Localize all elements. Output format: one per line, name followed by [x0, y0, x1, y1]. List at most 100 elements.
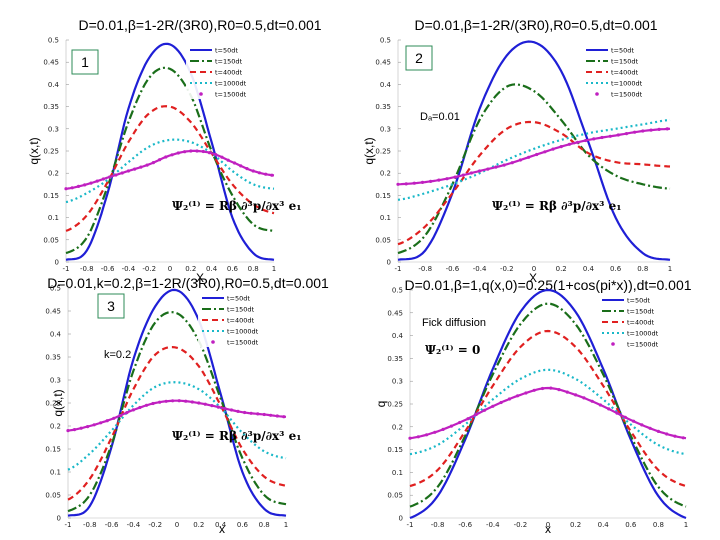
y-tick-label: 0.15: [43, 192, 59, 200]
y-tick-label: 0.45: [387, 309, 403, 317]
y-tick-label: 0.3: [380, 125, 391, 133]
x-tick-label: -0.4: [122, 265, 136, 273]
series-marker: [144, 403, 149, 407]
legend-label: t=1000dt: [215, 80, 247, 88]
series-line-t-1500dt: [67, 399, 287, 432]
series-marker: [232, 161, 237, 165]
y-tick-label: 0.4: [380, 81, 392, 89]
series-line-t-400dt: [397, 120, 671, 246]
series-marker: [641, 129, 645, 133]
panel-equation: Ψ₂⁽¹⁾ = 0: [425, 343, 480, 357]
x-tick-label: 0.2: [185, 265, 196, 273]
y-tick-label: 0.05: [375, 236, 391, 244]
y-tick-label: 0.5: [48, 37, 59, 45]
y-tick-label: 0.15: [387, 446, 403, 454]
x-tick-label: 0.4: [583, 265, 595, 273]
series-line-t-50dt: [65, 42, 275, 261]
y-tick-label: 0.15: [375, 192, 391, 200]
series-marker: [118, 413, 122, 418]
series-marker: [70, 186, 74, 190]
series-marker: [158, 158, 162, 162]
y-axis-label: q(x,t): [362, 137, 376, 164]
series-marker: [79, 426, 83, 430]
panel-badge-box: [71, 49, 99, 75]
series-marker: [229, 408, 234, 412]
series-marker: [482, 408, 487, 412]
series-line-t-1500dt: [397, 127, 671, 186]
series-marker: [412, 181, 416, 185]
y-tick-label: 0.05: [43, 236, 59, 244]
x-tick-label: 0.8: [653, 521, 664, 529]
y-axis-label: q: [374, 401, 388, 408]
series-line-t-400dt: [409, 329, 687, 488]
series-marker: [101, 177, 105, 181]
panel-badge-box: [97, 293, 125, 319]
series-marker: [445, 177, 449, 181]
series-marker: [499, 400, 503, 405]
y-tick-label: 0.1: [380, 214, 391, 222]
y-tick-label: 0.35: [45, 354, 61, 362]
series-marker: [112, 416, 116, 420]
series-marker: [640, 423, 644, 427]
series-marker: [189, 149, 193, 153]
y-tick-label: 0.4: [392, 332, 404, 340]
y-tick-label: 0.4: [50, 331, 62, 339]
series-marker: [665, 432, 669, 436]
series-marker: [466, 417, 470, 421]
chart-panel-4: D=0.01,β=1,q(x,0)=0.25(1+cos(pi*x)),dt=0…: [374, 277, 692, 536]
series-marker: [429, 179, 433, 183]
y-tick-label: 0: [399, 515, 403, 523]
series-marker: [251, 169, 255, 173]
series-marker: [207, 151, 212, 155]
x-tick-label: 0.2: [570, 521, 581, 529]
series-marker: [396, 182, 400, 186]
y-tick-label: 0.1: [392, 469, 403, 477]
x-tick-label: -0.4: [486, 521, 500, 529]
legend-label: t=400dt: [611, 69, 639, 77]
series-marker: [139, 165, 143, 169]
series-marker: [416, 435, 420, 439]
series-marker: [214, 153, 218, 157]
series-marker: [574, 393, 578, 397]
series-marker: [269, 413, 273, 417]
x-tick-label: 0.4: [206, 265, 218, 273]
x-tick-label: -0.2: [500, 265, 514, 273]
series-marker: [164, 399, 168, 403]
legend-label: t=400dt: [227, 317, 255, 325]
panel-equation: Ψ₂⁽¹⁾ = Rβ ∂³p/∂x³ e₁: [492, 199, 621, 213]
y-tick-label: 0.2: [392, 423, 403, 431]
y-tick-label: 0.35: [387, 355, 403, 363]
y-axis-label: q(x,t): [27, 137, 41, 164]
legend-label: t=1500dt: [627, 341, 659, 349]
series-marker: [507, 397, 511, 401]
legend-label: t=50dt: [227, 295, 250, 303]
series-marker: [133, 167, 137, 171]
y-tick-label: 0.5: [50, 285, 61, 293]
x-axis-label: X: [196, 271, 204, 285]
series-marker: [600, 135, 604, 140]
y-tick-label: 0.35: [375, 103, 391, 111]
series-marker: [590, 399, 594, 403]
series-marker: [83, 183, 87, 187]
x-tick-label: -0.4: [127, 521, 141, 529]
x-tick-label: 0.4: [215, 521, 227, 529]
series-marker: [433, 430, 437, 434]
series-marker: [584, 138, 588, 143]
series-marker: [441, 427, 445, 431]
series-marker: [158, 400, 162, 404]
series-marker: [607, 407, 611, 411]
series-marker: [108, 175, 112, 179]
x-axis-label: X: [529, 271, 537, 285]
series-marker: [256, 412, 260, 416]
series-marker: [86, 425, 90, 429]
series-marker: [524, 391, 528, 395]
series-marker: [494, 165, 498, 169]
chart-panel-1: D=0.01,β=1-2R/(3R0),R0=0.5,dt=0.001 0 0.05…: [27, 17, 322, 285]
x-tick-label: -1: [63, 265, 70, 273]
series-marker: [262, 412, 266, 417]
series-marker: [120, 171, 124, 175]
series-marker: [516, 394, 520, 398]
series-marker: [518, 158, 523, 162]
x-axis-label: x: [545, 522, 551, 536]
series-marker: [565, 390, 569, 394]
